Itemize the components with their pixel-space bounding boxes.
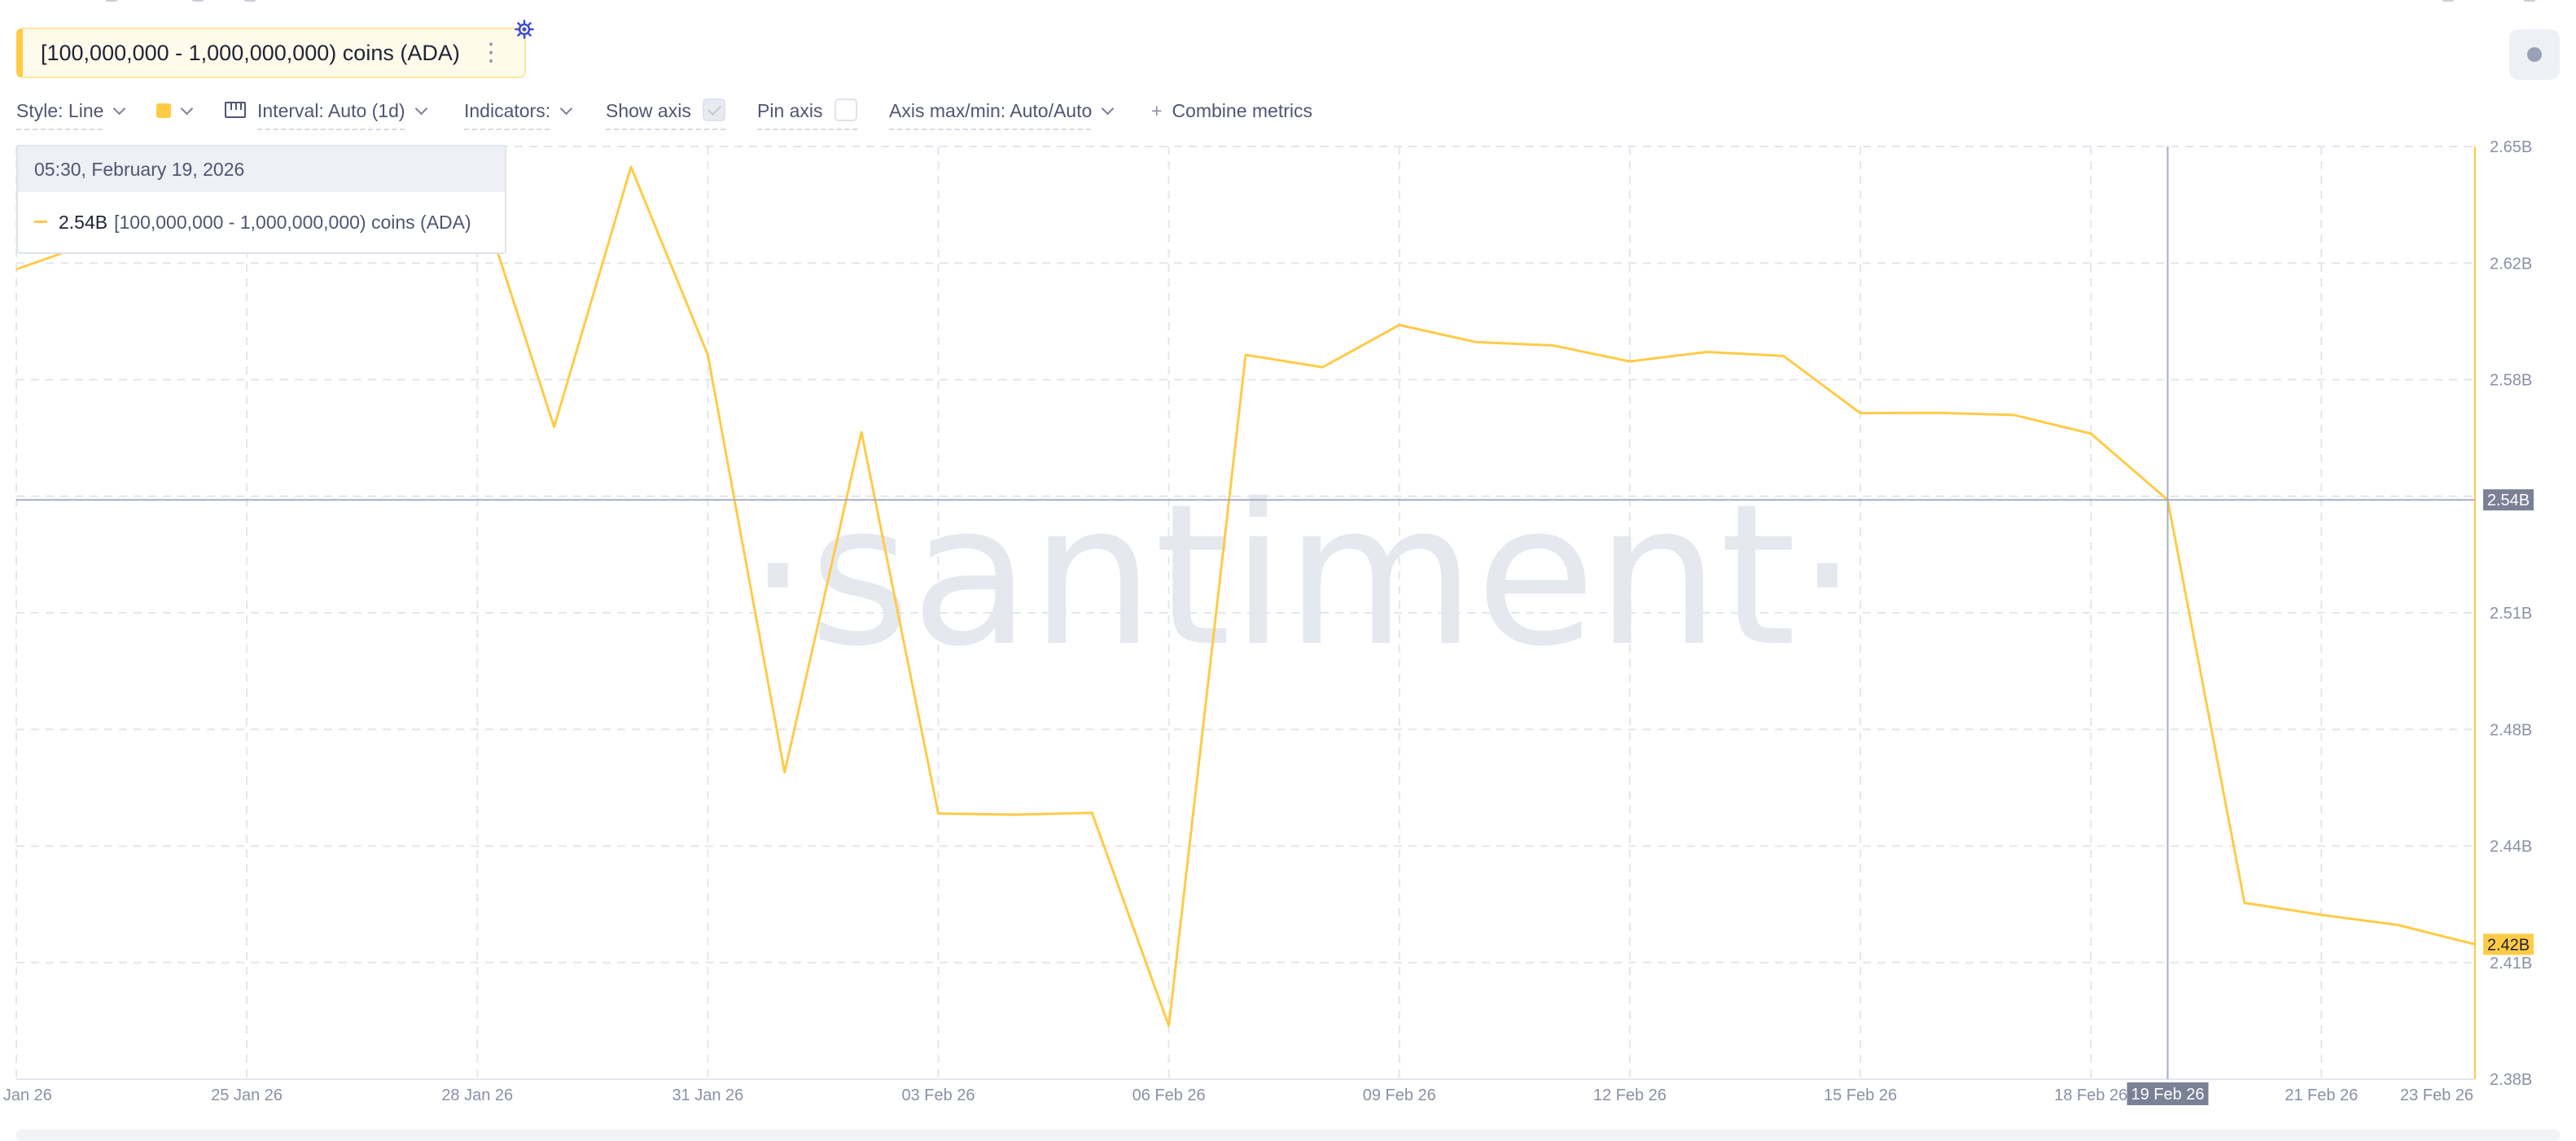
y-tick-label: 2.41B	[2490, 955, 2532, 973]
settings-icon[interactable]	[515, 20, 534, 39]
series-dash-icon	[34, 221, 47, 224]
top-strip	[0, 0, 2576, 8]
chart-toolbar: Style: Line Interval: Auto (1d) Indicato…	[0, 96, 2576, 130]
axis-minmax-dropdown[interactable]: Axis max/min: Auto/Auto	[889, 96, 1115, 130]
x-tick-label: 25 Jan 26	[211, 1086, 283, 1104]
y-tick-label: 2.38B	[2490, 1071, 2532, 1089]
x-tick-label: 23 Feb 26	[2400, 1086, 2473, 1104]
last-value-badge	[2483, 933, 2534, 955]
y-tick-label: 2.44B	[2490, 838, 2532, 856]
crosshair-layer: 2.54B 19 Feb 26 2.42B	[16, 146, 2534, 1105]
ruler-icon	[225, 101, 246, 118]
style-dropdown[interactable]: Style: Line	[16, 96, 126, 130]
show-axis-toggle[interactable]: Show axis	[606, 96, 725, 130]
tooltip-row: 2.54B [100,000,000 - 1,000,000,000) coins…	[18, 192, 505, 252]
color-dropdown[interactable]	[156, 96, 194, 125]
x-tick-label: 18 Feb 26	[2054, 1086, 2127, 1104]
show-axis-checkbox[interactable]	[702, 98, 725, 121]
dot-icon	[2527, 47, 2542, 62]
combine-metrics-label: Combine metrics	[1172, 100, 1312, 121]
x-tick-label: 28 Jan 26	[441, 1086, 513, 1104]
interval-dropdown[interactable]: Interval: Auto (1d)	[225, 96, 427, 130]
y-tick-label: 2.65B	[2490, 138, 2532, 156]
pin-axis-label: Pin axis	[757, 100, 823, 121]
combine-metrics-button[interactable]: + Combine metrics	[1151, 96, 1312, 125]
more-options-icon[interactable]: ⋮	[479, 39, 503, 66]
y-tick-label: 2.51B	[2490, 605, 2532, 623]
axes: 2.38B2.41B2.44B2.48B2.51B2.55B2.58B2.62B…	[0, 138, 2532, 1104]
plus-icon: +	[1151, 100, 1163, 121]
tooltip: 05:30, February 19, 2026 2.54B [100,000,0…	[16, 145, 506, 254]
x-tick-label: 21 Feb 26	[2285, 1086, 2358, 1104]
axis-minmax-label: Axis max/min: Auto/Auto	[889, 100, 1093, 121]
tooltip-datetime: 05:30, February 19, 2026	[18, 146, 505, 192]
crosshair-x-label: 19 Feb 26	[2131, 1086, 2204, 1104]
tooltip-series: [100,000,000 - 1,000,000,000) coins (ADA…	[114, 212, 471, 233]
crosshair-y-badge	[2483, 489, 2534, 511]
metric-chip[interactable]: [100,000,000 - 1,000,000,000) coins (ADA…	[16, 28, 526, 78]
pin-axis-checkbox[interactable]	[834, 98, 857, 121]
show-axis-label: Show axis	[606, 100, 691, 121]
x-tick-label: 31 Jan 26	[672, 1086, 743, 1104]
y-tick-label: 2.58B	[2490, 372, 2532, 390]
indicators-dropdown[interactable]: Indicators:	[464, 96, 573, 130]
timeline-scrollbar[interactable]	[16, 1130, 2560, 1141]
x-tick-label: 06 Feb 26	[1132, 1086, 1206, 1104]
y-tick-label: 2.48B	[2490, 721, 2532, 739]
tooltip-value: 2.54B	[59, 212, 108, 233]
x-tick-label: 12 Feb 26	[1593, 1086, 1667, 1104]
x-tick-label: 03 Feb 26	[901, 1086, 975, 1104]
last-value-label: 2.42B	[2487, 936, 2530, 954]
x-tick-label: 22 Jan 26	[0, 1086, 52, 1104]
interval-label: Interval: Auto (1d)	[257, 100, 405, 121]
metric-label: [100,000,000 - 1,000,000,000) coins (ADA…	[41, 40, 460, 65]
y-tick-label: 2.62B	[2490, 255, 2532, 273]
pin-axis-toggle[interactable]: Pin axis	[757, 96, 857, 130]
crosshair-y-label: 2.54B	[2487, 492, 2530, 509]
indicators-label: Indicators:	[464, 100, 551, 121]
style-label: Style: Line	[16, 100, 104, 121]
x-tick-label: 15 Feb 26	[1824, 1086, 1897, 1104]
color-swatch	[156, 103, 171, 118]
crosshair-x-badge	[2127, 1082, 2209, 1105]
round-toggle-button[interactable]	[2509, 29, 2560, 80]
x-tick-label: 09 Feb 26	[1363, 1086, 1436, 1104]
